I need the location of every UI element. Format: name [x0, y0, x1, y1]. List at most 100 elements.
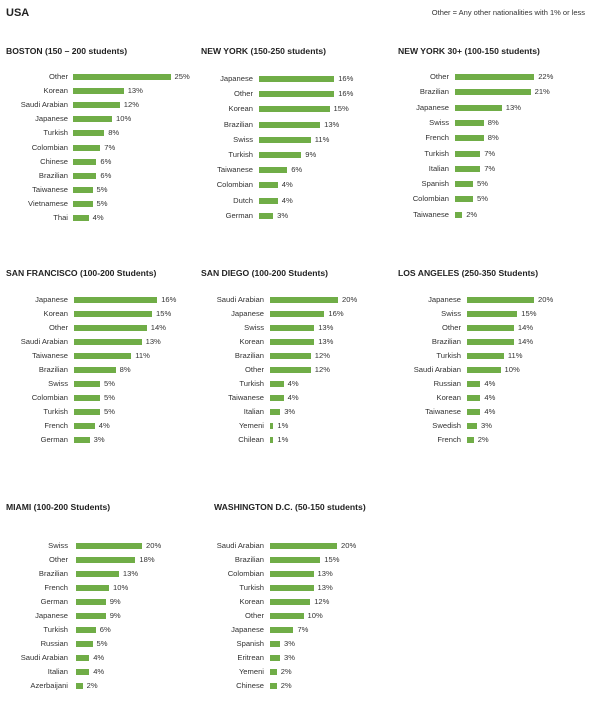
- value-label: 3%: [284, 639, 296, 648]
- value-label: 2%: [86, 681, 98, 690]
- value-label: 5%: [96, 198, 108, 208]
- category-label: Japanese: [35, 295, 68, 304]
- bar: [73, 88, 124, 95]
- category-label: Japanese: [231, 309, 264, 318]
- category-label: Korean: [228, 104, 254, 114]
- value-label: 6%: [100, 170, 112, 180]
- category-label: German: [40, 435, 68, 444]
- bar: [74, 395, 100, 401]
- category-label: Russian: [433, 379, 461, 388]
- bar: [455, 74, 535, 80]
- value-label: 9%: [109, 611, 121, 620]
- value-label: 15%: [521, 309, 537, 318]
- value-label: 15%: [156, 309, 172, 318]
- value-label: 10%: [116, 114, 132, 124]
- value-label: 6%: [100, 156, 112, 166]
- value-label: 14%: [517, 337, 534, 346]
- value-label: 12%: [314, 597, 330, 606]
- value-label: 13%: [145, 337, 161, 346]
- value-label: 7%: [297, 625, 309, 634]
- category-label: Japanese: [220, 74, 253, 83]
- value-label: 4%: [484, 393, 496, 402]
- bar: [73, 144, 101, 151]
- bar: [76, 669, 90, 675]
- category-label: Swiss: [48, 541, 68, 550]
- value-label: 11%: [314, 134, 330, 144]
- category-label: Saudi Arabian: [20, 653, 68, 662]
- category-label: Yemeni: [238, 667, 264, 676]
- category-label: Saudi Arabian: [216, 295, 264, 304]
- bar: [455, 165, 481, 172]
- bar: [270, 367, 311, 373]
- category-label: Brazilian: [38, 170, 68, 180]
- bar: [73, 102, 120, 109]
- value-label: 18%: [139, 555, 155, 564]
- value-label: 10%: [113, 583, 129, 592]
- category-label: Chinese: [40, 156, 68, 166]
- category-label: Turkish: [239, 379, 264, 388]
- bar: [73, 186, 93, 193]
- value-label: 12%: [123, 100, 139, 110]
- bar: [467, 437, 474, 443]
- value-label: 5%: [96, 639, 108, 648]
- bar: [270, 381, 284, 387]
- category-label: German: [40, 597, 68, 606]
- category-label: French: [44, 421, 68, 430]
- category-label: Taiwanese: [228, 393, 264, 402]
- category-label: Italian: [47, 667, 68, 676]
- value-label: 2%: [477, 435, 489, 444]
- category-label: Turkish: [43, 625, 68, 634]
- value-label: 6%: [291, 165, 303, 175]
- value-label: 8%: [119, 365, 131, 374]
- category-label: Vietnamese: [28, 198, 68, 208]
- bar: [467, 395, 481, 401]
- category-label: German: [225, 210, 253, 220]
- value-label: 4%: [287, 393, 299, 402]
- bar: [76, 641, 93, 647]
- chart-title: NEW YORK (150-250 students): [201, 46, 326, 56]
- value-label: 20%: [146, 541, 162, 550]
- bar: [455, 196, 473, 203]
- bar: [455, 135, 484, 142]
- category-label: Saudi Arabian: [20, 337, 68, 346]
- value-label: 7%: [104, 142, 116, 152]
- category-label: French: [425, 133, 449, 143]
- value-label: 14%: [517, 323, 534, 332]
- legend-note: Other = Any other nationalities with 1% …: [431, 8, 585, 17]
- bar: [270, 613, 304, 619]
- chart-title: SAN FRANCISCO (100-200 Students): [6, 268, 157, 278]
- category-label: Other: [49, 323, 68, 332]
- bar: [270, 683, 277, 689]
- bar: [74, 437, 90, 443]
- bar: [270, 325, 315, 331]
- value-label: 12%: [314, 365, 330, 374]
- category-label: Turkish: [424, 148, 449, 158]
- category-label: Spanish: [236, 639, 264, 648]
- value-label: 3%: [481, 421, 493, 430]
- value-label: 11%: [507, 351, 523, 360]
- category-label: Turkish: [239, 583, 264, 592]
- category-label: Japanese: [35, 611, 68, 620]
- category-label: Saudi Arabian: [413, 365, 461, 374]
- bar: [259, 197, 278, 204]
- value-label: 5%: [96, 184, 108, 194]
- bar: [455, 150, 481, 157]
- bar: [76, 585, 109, 591]
- bar: [74, 423, 95, 429]
- bar: [76, 557, 136, 563]
- value-label: 5%: [104, 407, 115, 416]
- category-label: Japanese: [231, 625, 264, 634]
- category-label: French: [437, 435, 461, 444]
- value-label: 4%: [98, 421, 110, 430]
- bar: [73, 200, 93, 207]
- category-label: Swiss: [48, 379, 68, 388]
- value-label: 7%: [484, 148, 496, 158]
- value-label: 8%: [487, 133, 499, 143]
- bar: [76, 655, 90, 661]
- value-label: 20%: [342, 295, 358, 304]
- chart-title: BOSTON (150 – 200 students): [6, 46, 128, 56]
- category-label: Taiwanese: [413, 209, 449, 219]
- bar: [74, 339, 142, 345]
- value-label: 25%: [174, 72, 190, 81]
- category-label: Italian: [243, 407, 264, 416]
